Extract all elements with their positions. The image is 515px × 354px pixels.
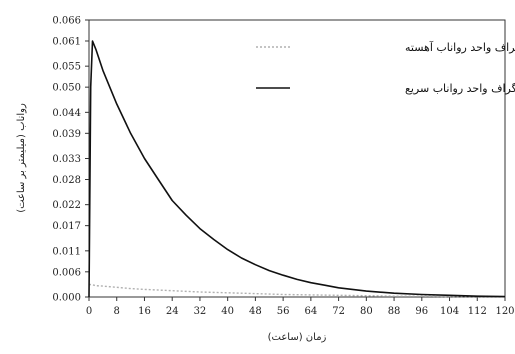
y-tick-label: 0.022 — [52, 200, 81, 211]
y-tick-label: 0.017 — [52, 221, 81, 232]
x-tick-label: 88 — [388, 306, 401, 317]
y-tick-label: 0.066 — [52, 16, 81, 27]
y-axis-title: رواناب (میلیمتر بر ساعت) — [16, 103, 27, 213]
x-tick-label: 56 — [277, 306, 290, 317]
legend: هیدروگراف واحد رواناب آهسته هیدروگراف وا… — [256, 40, 515, 95]
x-tick-label: 32 — [194, 306, 207, 317]
x-tick-label: 24 — [166, 306, 179, 317]
x-tick-label: 0 — [86, 306, 92, 317]
x-tick-label: 112 — [468, 306, 487, 317]
x-tick-label: 80 — [360, 306, 373, 317]
y-tick-label: 0.011 — [52, 246, 81, 257]
plot-frame — [89, 20, 505, 297]
legend-label-fast: هیدروگراف واحد رواناب سریع — [405, 82, 515, 95]
series-layer — [89, 41, 505, 297]
x-axis-title: زمان (ساعت) — [268, 332, 327, 343]
x-tick-label: 120 — [495, 306, 514, 317]
y-tick-label: 0.061 — [52, 36, 81, 47]
y-tick-label: 0.039 — [52, 129, 81, 140]
x-axis: 0 8 16 24 32 40 48 56 64 72 80 88 96 104 112 120 — [86, 297, 515, 317]
y-tick-label: 0.028 — [52, 175, 81, 186]
y-tick-label: 0.044 — [52, 108, 81, 119]
x-tick-label: 16 — [138, 306, 151, 317]
y-tick-label: 0.006 — [52, 267, 81, 278]
x-tick-label: 8 — [114, 306, 120, 317]
x-tick-label: 72 — [332, 306, 345, 317]
fast-runoff-hydrograph-line — [89, 41, 505, 297]
y-tick-label: 0.055 — [52, 62, 81, 73]
x-tick-label: 64 — [304, 306, 317, 317]
y-tick-label: 0.050 — [52, 83, 81, 94]
x-tick-label: 40 — [221, 306, 234, 317]
x-tick-label: 104 — [440, 306, 459, 317]
x-tick-label: 96 — [415, 306, 428, 317]
y-tick-label: 0.000 — [52, 293, 81, 304]
legend-label-slow: هیدروگراف واحد رواناب آهسته — [405, 40, 515, 54]
x-tick-label: 48 — [249, 306, 262, 317]
y-tick-label: 0.033 — [52, 154, 81, 165]
y-axis: 0.000 0.006 0.011 0.017 0.022 0.028 0.033 0.039… — [52, 16, 89, 304]
